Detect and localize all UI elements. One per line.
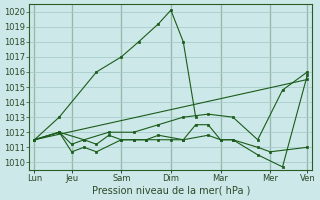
X-axis label: Pression niveau de la mer( hPa ): Pression niveau de la mer( hPa ) — [92, 186, 250, 196]
